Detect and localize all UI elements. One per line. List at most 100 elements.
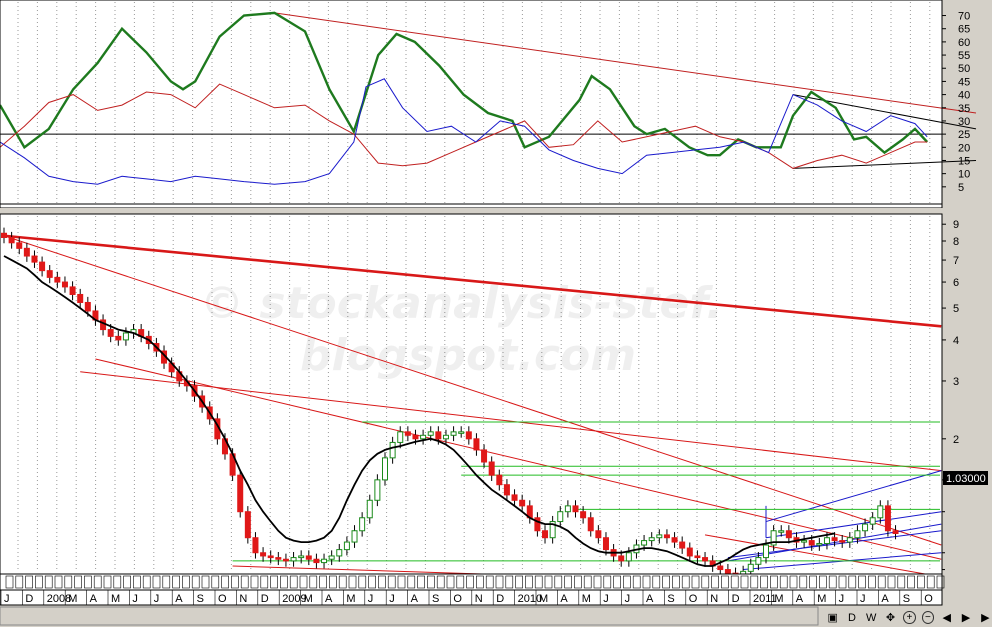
pan-icon[interactable]: ✥ [885, 612, 896, 624]
event-cell [113, 575, 122, 589]
indicator-tick-label: 35 [958, 103, 970, 115]
candle-down [8, 236, 15, 244]
candle-up [298, 555, 305, 559]
indicator-series [0, 11, 977, 185]
month-label: D [25, 593, 33, 605]
candle-down [282, 558, 289, 562]
candle-down [46, 270, 53, 278]
forward-arrow-icon[interactable]: ▶ [961, 612, 971, 624]
back-arrow-icon[interactable]: ◀ [942, 612, 951, 624]
month-label: A [646, 593, 654, 605]
month-label: J [860, 593, 866, 605]
event-cell [191, 575, 200, 589]
event-cell [642, 575, 651, 589]
month-label: S [667, 593, 674, 605]
candle-up [816, 543, 823, 546]
event-cell [397, 575, 406, 589]
candle-down [473, 438, 480, 451]
indicator-tick-label: 70 [958, 11, 970, 23]
zoom-out-icon[interactable]: − [921, 611, 935, 624]
event-cell [711, 575, 719, 589]
event-cell [280, 575, 288, 589]
price-tick-label: 9 [953, 219, 959, 231]
watermark-line2: blogspot.com [300, 330, 636, 381]
event-cell [848, 575, 857, 589]
price-trendline [80, 371, 942, 472]
month-label: M [68, 593, 77, 605]
candle-down [435, 431, 442, 440]
event-cell [309, 575, 318, 589]
event-cell [103, 575, 112, 589]
daily-button[interactable]: D [847, 611, 856, 624]
event-cell [603, 575, 612, 589]
event-cell [809, 575, 817, 589]
event-cell [750, 575, 759, 589]
event-cell [721, 575, 729, 589]
candle-down [404, 431, 411, 436]
event-cell [152, 575, 161, 589]
candle-up [351, 530, 358, 543]
event-cell [250, 575, 259, 589]
candle-down [702, 557, 709, 562]
event-cell [730, 575, 739, 589]
scrollbar-track[interactable] [0, 606, 819, 626]
event-cell [544, 575, 553, 589]
event-cell [387, 575, 396, 589]
price-trendline [765, 470, 942, 523]
indicator-tick-label: 10 [958, 169, 970, 181]
month-label: D [496, 593, 504, 605]
event-cell [319, 575, 327, 589]
event-cell [162, 575, 171, 589]
event-markers [5, 575, 945, 589]
candle-down [115, 335, 122, 341]
lock-icon[interactable]: ▣ [827, 612, 838, 624]
month-label: A [90, 593, 98, 605]
event-cell [142, 575, 151, 589]
price-candles [1, 227, 899, 583]
price-trendline [3, 235, 942, 546]
month-label: O [689, 593, 698, 605]
candle-down [69, 286, 76, 295]
event-cell [368, 575, 376, 589]
last-price-label: 1.03000 [946, 473, 986, 485]
candle-down [587, 517, 594, 532]
month-label: J [4, 593, 10, 605]
event-cell [84, 575, 92, 589]
candle-up [122, 332, 129, 341]
candle-up [755, 557, 762, 565]
candle-down [54, 276, 61, 283]
candle-down [785, 530, 792, 539]
event-cell [593, 575, 602, 589]
month-label: M [774, 593, 783, 605]
weekly-button[interactable]: W [866, 611, 877, 624]
event-strip [0, 573, 943, 591]
candle-up [366, 499, 373, 519]
event-cell [691, 575, 700, 589]
indicator-tick-label: 50 [958, 63, 970, 75]
indicator-tick-label: 5 [958, 182, 964, 194]
scroll-end-icon[interactable]: ▶ [981, 612, 990, 624]
month-label: J [625, 593, 631, 605]
candle-down [488, 461, 495, 476]
event-cell [858, 575, 866, 589]
event-cell [926, 575, 935, 589]
candle-down [831, 537, 838, 542]
candle-up [877, 505, 884, 519]
event-cell [740, 575, 749, 589]
event-cell [515, 575, 523, 589]
candle-up [442, 434, 449, 440]
month-label: S [197, 593, 204, 605]
candle-up [557, 511, 564, 523]
indicator-series-0 [0, 11, 929, 157]
event-cell [123, 575, 131, 589]
event-cell [564, 575, 572, 589]
event-cell [329, 575, 337, 589]
event-cell [260, 575, 269, 589]
candle-up [290, 557, 297, 562]
candle-up [328, 555, 335, 560]
price-tick-label: 6 [953, 277, 959, 289]
zoom-in-icon[interactable]: + [903, 611, 916, 624]
month-label: J [839, 593, 845, 605]
